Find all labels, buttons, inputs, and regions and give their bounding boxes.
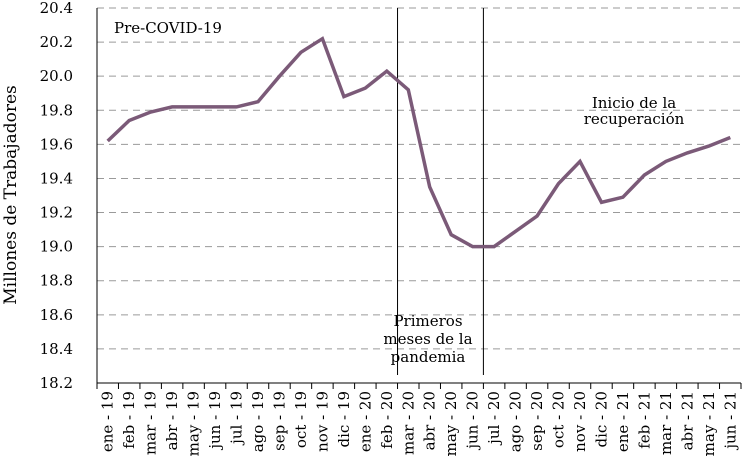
y-tick-label: 19.4 — [40, 169, 73, 187]
x-tick-label: dic - 20 — [592, 391, 610, 448]
y-axis-ticks: 18.2 18.4 18.6 18.8 19.0 19.2 19.4 19.6 19.8 20.0… — [40, 0, 73, 392]
annotation-line: recuperación — [584, 110, 685, 128]
y-tick-label: 19.8 — [40, 101, 73, 119]
x-tick-label: may - 21 — [700, 391, 718, 456]
y-tick-label: 20.4 — [40, 0, 73, 17]
x-tick-label: ago - 19 — [249, 391, 267, 452]
y-axis-label: Millones de Trabajadores — [1, 85, 21, 305]
x-tick-label: abr - 20 — [421, 391, 439, 450]
x-tick-label: jun - 19 — [206, 391, 224, 451]
annotation-line: meses de la — [383, 330, 472, 348]
annotation-pre: Pre-COVID-19 — [114, 19, 222, 37]
x-tick-label: feb - 20 — [378, 391, 396, 449]
x-tick-label: may - 20 — [442, 391, 460, 456]
y-tick-label: 20.0 — [40, 67, 73, 85]
annotation-line: Primeros — [393, 312, 462, 330]
x-tick-label: dic - 19 — [335, 391, 353, 448]
x-tick-label: jun - 20 — [464, 391, 482, 451]
x-tick-label: mar - 21 — [657, 391, 675, 455]
x-tick-label: ene - 19 — [99, 391, 117, 452]
y-tick-label: 18.2 — [40, 374, 73, 392]
x-tick-label: abr - 21 — [678, 391, 696, 450]
annotation-line: Pre-COVID-19 — [114, 19, 222, 37]
x-tick-label: nov - 19 — [313, 391, 331, 452]
x-tick-label: nov - 20 — [571, 391, 589, 452]
x-tick-label: jun - 21 — [721, 391, 739, 451]
x-tick-label: sep - 19 — [270, 391, 288, 451]
x-tick-label: feb - 19 — [120, 391, 138, 449]
series — [108, 39, 731, 247]
y-tick-label: 18.4 — [40, 340, 73, 358]
y-tick-label: 20.2 — [40, 33, 73, 51]
y-tick-label: 18.8 — [40, 272, 73, 290]
y-tick-label: 18.6 — [40, 306, 73, 324]
x-tick-label: jul - 20 — [485, 391, 503, 446]
series-line — [108, 39, 731, 247]
x-tick-label: oct - 20 — [550, 391, 568, 448]
x-tick-label: sep - 20 — [528, 391, 546, 451]
x-tick-label: jul - 19 — [228, 391, 246, 446]
x-tick-label: may - 19 — [185, 391, 203, 456]
x-tick-label: oct - 19 — [292, 391, 310, 448]
y-tick-label: 19.6 — [40, 135, 73, 153]
y-tick-label: 19.2 — [40, 204, 73, 222]
x-tick-label: mar - 19 — [142, 391, 160, 455]
annotation-line: pandemia — [391, 348, 466, 366]
x-tick-label: ene - 21 — [614, 391, 632, 452]
x-tick-label: ene - 20 — [356, 391, 374, 452]
x-tick-label: mar - 20 — [399, 391, 417, 455]
x-tick-label: feb - 21 — [635, 391, 653, 449]
y-tick-label: 19.0 — [40, 238, 73, 256]
x-tick-label: ago - 20 — [507, 391, 525, 452]
grid-lines — [97, 8, 741, 349]
x-tick-label: abr - 19 — [163, 391, 181, 450]
